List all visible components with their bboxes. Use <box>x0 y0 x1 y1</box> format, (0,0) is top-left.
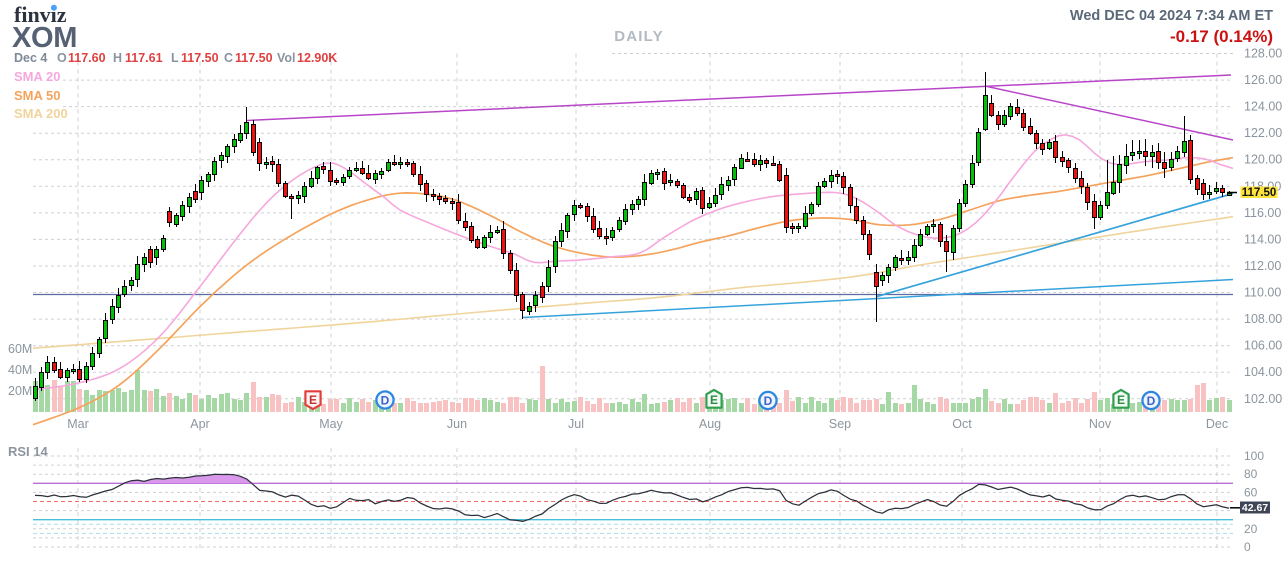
svg-text:60: 60 <box>1244 485 1258 499</box>
svg-text:112.00: 112.00 <box>1244 259 1281 273</box>
svg-text:May: May <box>319 417 343 431</box>
svg-text:D: D <box>764 394 773 408</box>
svg-text:H: H <box>113 51 122 65</box>
svg-text:SMA 20: SMA 20 <box>14 69 60 84</box>
svg-text:XOM: XOM <box>12 22 77 54</box>
svg-text:Jun: Jun <box>447 417 467 431</box>
svg-text:104.00: 104.00 <box>1244 365 1282 379</box>
svg-text:110.00: 110.00 <box>1244 286 1281 300</box>
svg-text:RSI 14: RSI 14 <box>8 444 49 459</box>
svg-text:117.61: 117.61 <box>125 51 163 65</box>
svg-text:E: E <box>1117 393 1125 407</box>
svg-text:C: C <box>224 51 233 65</box>
svg-text:128.00: 128.00 <box>1244 47 1282 61</box>
svg-text:Dec 4: Dec 4 <box>14 51 47 65</box>
svg-text:Sep: Sep <box>829 417 851 431</box>
svg-text:126.00: 126.00 <box>1244 73 1282 87</box>
svg-text:117.50: 117.50 <box>235 51 273 65</box>
svg-text:20M: 20M <box>8 384 32 398</box>
svg-text:106.00: 106.00 <box>1244 339 1282 353</box>
svg-text:100: 100 <box>1244 449 1264 463</box>
svg-text:O: O <box>57 51 67 65</box>
svg-text:120.00: 120.00 <box>1244 153 1282 167</box>
svg-text:Vol: Vol <box>277 51 296 65</box>
svg-text:12.90K: 12.90K <box>297 51 337 65</box>
svg-text:E: E <box>710 393 718 407</box>
svg-text:D: D <box>1147 394 1156 408</box>
svg-text:Jul: Jul <box>568 417 584 431</box>
svg-text:L: L <box>171 51 179 65</box>
svg-text:20: 20 <box>1244 522 1258 536</box>
svg-text:117.50: 117.50 <box>181 51 219 65</box>
svg-text:108.00: 108.00 <box>1244 312 1282 326</box>
svg-text:DAILY: DAILY <box>614 28 664 45</box>
svg-text:122.00: 122.00 <box>1244 126 1282 140</box>
svg-text:Aug: Aug <box>699 417 721 431</box>
svg-text:Apr: Apr <box>190 417 209 431</box>
svg-text:D: D <box>381 393 390 407</box>
svg-text:60M: 60M <box>8 342 32 356</box>
svg-text:SMA 200: SMA 200 <box>14 106 68 121</box>
svg-text:80: 80 <box>1244 467 1258 481</box>
svg-text:116.00: 116.00 <box>1244 206 1281 220</box>
svg-text:SMA 50: SMA 50 <box>14 88 60 103</box>
svg-text:Oct: Oct <box>952 417 972 431</box>
svg-text:42.67: 42.67 <box>1242 502 1268 514</box>
svg-text:124.00: 124.00 <box>1244 100 1282 114</box>
svg-text:E: E <box>309 393 317 407</box>
svg-text:-0.17 (0.14%): -0.17 (0.14%) <box>1170 27 1273 46</box>
svg-text:102.00: 102.00 <box>1244 392 1282 406</box>
svg-text:117.60: 117.60 <box>68 51 106 65</box>
svg-text:117.50: 117.50 <box>1242 187 1277 199</box>
svg-text:40M: 40M <box>8 363 32 377</box>
svg-text:0: 0 <box>1244 540 1251 554</box>
svg-text:Dec: Dec <box>1206 417 1228 431</box>
svg-text:Wed DEC 04 2024 7:34 AM ET: Wed DEC 04 2024 7:34 AM ET <box>1070 8 1273 24</box>
svg-text:Mar: Mar <box>67 417 89 431</box>
svg-text:Nov: Nov <box>1089 417 1112 431</box>
svg-text:114.00: 114.00 <box>1244 232 1281 246</box>
